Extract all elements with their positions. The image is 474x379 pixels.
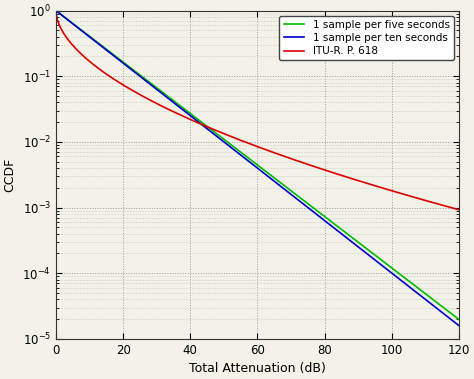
Line: ITU-R. P. 618: ITU-R. P. 618 [56, 11, 459, 210]
ITU-R. P. 618 [405, 193, 410, 198]
X-axis label: Total Attenuation (dB): Total Attenuation (dB) [189, 362, 326, 375]
ITU-R. P. 618 [456, 208, 462, 212]
1 sample per ten seconds [123, 63, 128, 67]
ITU-R. P. 618 [448, 205, 454, 210]
1 sample per ten seconds [225, 143, 231, 147]
1 sample per five seconds [208, 127, 213, 131]
Line: 1 sample per five seconds: 1 sample per five seconds [56, 11, 459, 319]
ITU-R. P. 618 [208, 126, 213, 130]
1 sample per ten seconds [99, 44, 105, 49]
ITU-R. P. 618 [123, 84, 128, 89]
1 sample per five seconds [99, 44, 105, 48]
1 sample per five seconds [53, 8, 59, 13]
1 sample per five seconds [456, 317, 462, 322]
Y-axis label: CCDF: CCDF [4, 158, 17, 192]
1 sample per five seconds [123, 62, 128, 66]
Line: 1 sample per ten seconds: 1 sample per ten seconds [56, 11, 459, 326]
1 sample per ten seconds [208, 129, 213, 134]
Legend: 1 sample per five seconds, 1 sample per ten seconds, ITU-R. P. 618: 1 sample per five seconds, 1 sample per … [279, 16, 454, 60]
1 sample per ten seconds [448, 317, 454, 322]
1 sample per ten seconds [405, 283, 410, 288]
1 sample per five seconds [448, 311, 454, 316]
ITU-R. P. 618 [99, 69, 105, 73]
1 sample per five seconds [225, 140, 231, 145]
ITU-R. P. 618 [53, 8, 59, 13]
1 sample per ten seconds [456, 323, 462, 328]
ITU-R. P. 618 [225, 133, 231, 138]
1 sample per five seconds [405, 278, 410, 282]
1 sample per ten seconds [53, 8, 59, 13]
